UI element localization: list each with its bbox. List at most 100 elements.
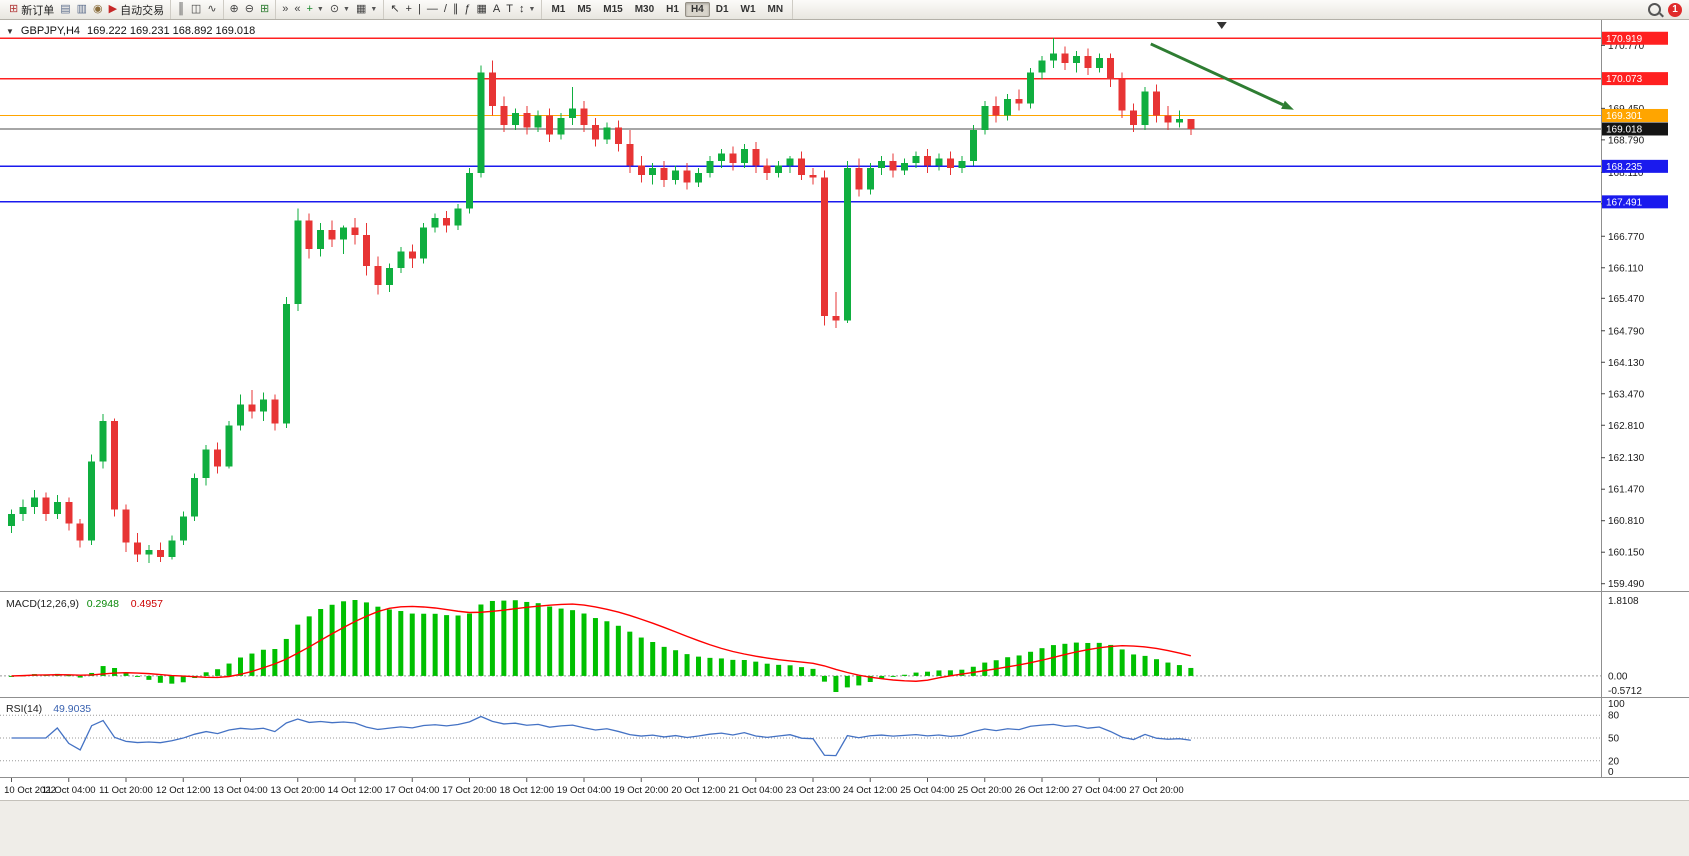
macd-scale-max: 1.8108 [1608, 596, 1639, 607]
candle [1038, 60, 1046, 73]
equidistant-channel-button[interactable]: ∥ [450, 3, 462, 16]
price-tick-label: 166.770 [1608, 232, 1645, 243]
timeframe-mn-button[interactable]: MN [767, 4, 784, 15]
candle [111, 420, 119, 510]
periods-button[interactable]: ⊙ ▼ [327, 3, 353, 16]
candle [282, 304, 290, 424]
macd-histogram-bar [982, 662, 988, 676]
trend-arrow-line[interactable] [1150, 42, 1284, 107]
macd-histogram-bar [386, 609, 392, 676]
candle [924, 156, 931, 166]
candle [763, 165, 771, 173]
macd-histogram-bar [1050, 645, 1056, 676]
macd-histogram-bar [890, 675, 896, 677]
candle [362, 234, 370, 266]
fibonacci-button[interactable]: ƒ [461, 3, 473, 16]
candlestick-chart-button[interactable]: ◫ [188, 3, 204, 16]
autotrade-icon: ▶ [108, 3, 118, 15]
timeframe-d1-button[interactable]: D1 [715, 4, 729, 15]
candle [660, 168, 668, 180]
auto-scroll-button[interactable]: » [279, 3, 291, 16]
timeframe-w1-button[interactable]: W1 [740, 4, 756, 15]
candle [122, 509, 130, 543]
macd-histogram-bar [799, 667, 805, 676]
trend-arrow-annotation[interactable] [1150, 42, 1294, 110]
news-button[interactable]: ◉ [90, 3, 106, 16]
price-chart[interactable]: 170.770169.450168.790168.110167.450166.7… [0, 20, 1689, 800]
line-chart-button[interactable]: ∿ [204, 3, 219, 16]
zoom-out-icon: ⊖ [244, 3, 254, 15]
price-tick-label: 162.130 [1608, 453, 1645, 464]
macd-signal-line [11, 603, 1192, 682]
macd-histogram-bar [363, 602, 369, 676]
vertical-line-button[interactable]: | [415, 3, 424, 16]
macd-histogram-bar [696, 656, 701, 676]
time-label: 26 Oct 12:00 [1015, 785, 1069, 796]
search-button[interactable] [1645, 2, 1664, 17]
chart-shift-marker[interactable] [1216, 22, 1227, 29]
candle [798, 158, 806, 176]
chart-shift-button[interactable]: « [291, 3, 303, 16]
arrows-dropdown-icon[interactable]: ▼ [528, 6, 536, 13]
candle [523, 113, 531, 128]
bar-chart-button[interactable]: ║ [174, 3, 188, 16]
zoom-out-button[interactable]: ⊖ [242, 3, 257, 16]
level-badge [1602, 122, 1668, 136]
cursor-button[interactable]: ↖ [387, 3, 402, 16]
candle [454, 208, 462, 226]
time-label: 13 Oct 20:00 [271, 785, 325, 796]
templates-dropdown-icon[interactable]: ▼ [370, 6, 378, 13]
macd-value-signal: 0.4957 [131, 598, 163, 610]
candle [843, 168, 851, 321]
horizontal-line-icon: — [426, 3, 438, 15]
print-preview-button[interactable]: ▥ [74, 3, 90, 16]
candle [603, 127, 611, 140]
timeframe-m5-button[interactable]: M5 [577, 4, 592, 15]
timeframe-h4-button[interactable]: H4 [684, 2, 710, 17]
line-chart-icon: ∿ [207, 3, 217, 15]
macd-histogram-bar [684, 654, 690, 676]
add-indicator-button[interactable]: + ▼ [303, 3, 326, 16]
tile-windows-button[interactable]: ⊞ [257, 3, 272, 16]
periods-dropdown-icon[interactable]: ▼ [343, 6, 350, 13]
text-icon: A [492, 3, 501, 15]
trendline-button[interactable]: / [441, 3, 450, 16]
print-button[interactable]: ▤ [57, 3, 73, 16]
candle [958, 160, 966, 169]
timeframe-h1-button[interactable]: H1 [666, 4, 679, 15]
level-badge-label: 169.018 [1606, 124, 1643, 135]
notification-badge[interactable]: 1 [1668, 2, 1682, 17]
price-tick-label: 166.110 [1608, 263, 1644, 274]
candle [809, 175, 817, 178]
macd-histogram-bar [295, 624, 301, 676]
price-badges: 170.919 170.073 169.301 169.018 168.235 167.4… [1602, 31, 1668, 209]
rsi-scale-label: 20 [1608, 756, 1620, 767]
templates-button[interactable]: ▦ ▼ [353, 3, 380, 16]
text-button[interactable]: A [490, 3, 503, 16]
macd-histogram-bar [238, 657, 243, 676]
horizontal-line-button[interactable]: — [424, 3, 441, 16]
candle [1049, 53, 1057, 61]
candle [740, 148, 748, 164]
macd-histogram-bar [226, 663, 232, 676]
macd-histogram-bar [260, 649, 266, 676]
fibonacci-icon: ƒ [464, 3, 471, 15]
candle [1175, 119, 1183, 123]
new-order-button[interactable]: ⊞ 新订单 [6, 1, 57, 19]
crosshair-button[interactable]: + [403, 3, 415, 16]
add-indicator-dropdown-icon[interactable]: ▼ [316, 6, 324, 13]
level-badge-label: 170.073 [1606, 74, 1643, 85]
arrows-button[interactable]: ↕ ▼ [516, 3, 538, 16]
cursor-icon: ↖ [390, 3, 400, 15]
zoom-in-button[interactable]: ⊕ [227, 3, 242, 16]
timeframe-m30-button[interactable]: M30 [634, 4, 655, 15]
text-label-button[interactable]: T [503, 3, 516, 16]
shapes-button[interactable]: ▦ [474, 3, 490, 16]
timeframe-m1-button[interactable]: M1 [551, 4, 566, 15]
timeframe-m15-button[interactable]: M15 [603, 4, 623, 15]
candle [271, 399, 279, 424]
macd-histogram-bar [925, 671, 930, 676]
autotrade-button[interactable]: ▶ 自动交易 [106, 1, 167, 19]
candle [866, 168, 874, 190]
